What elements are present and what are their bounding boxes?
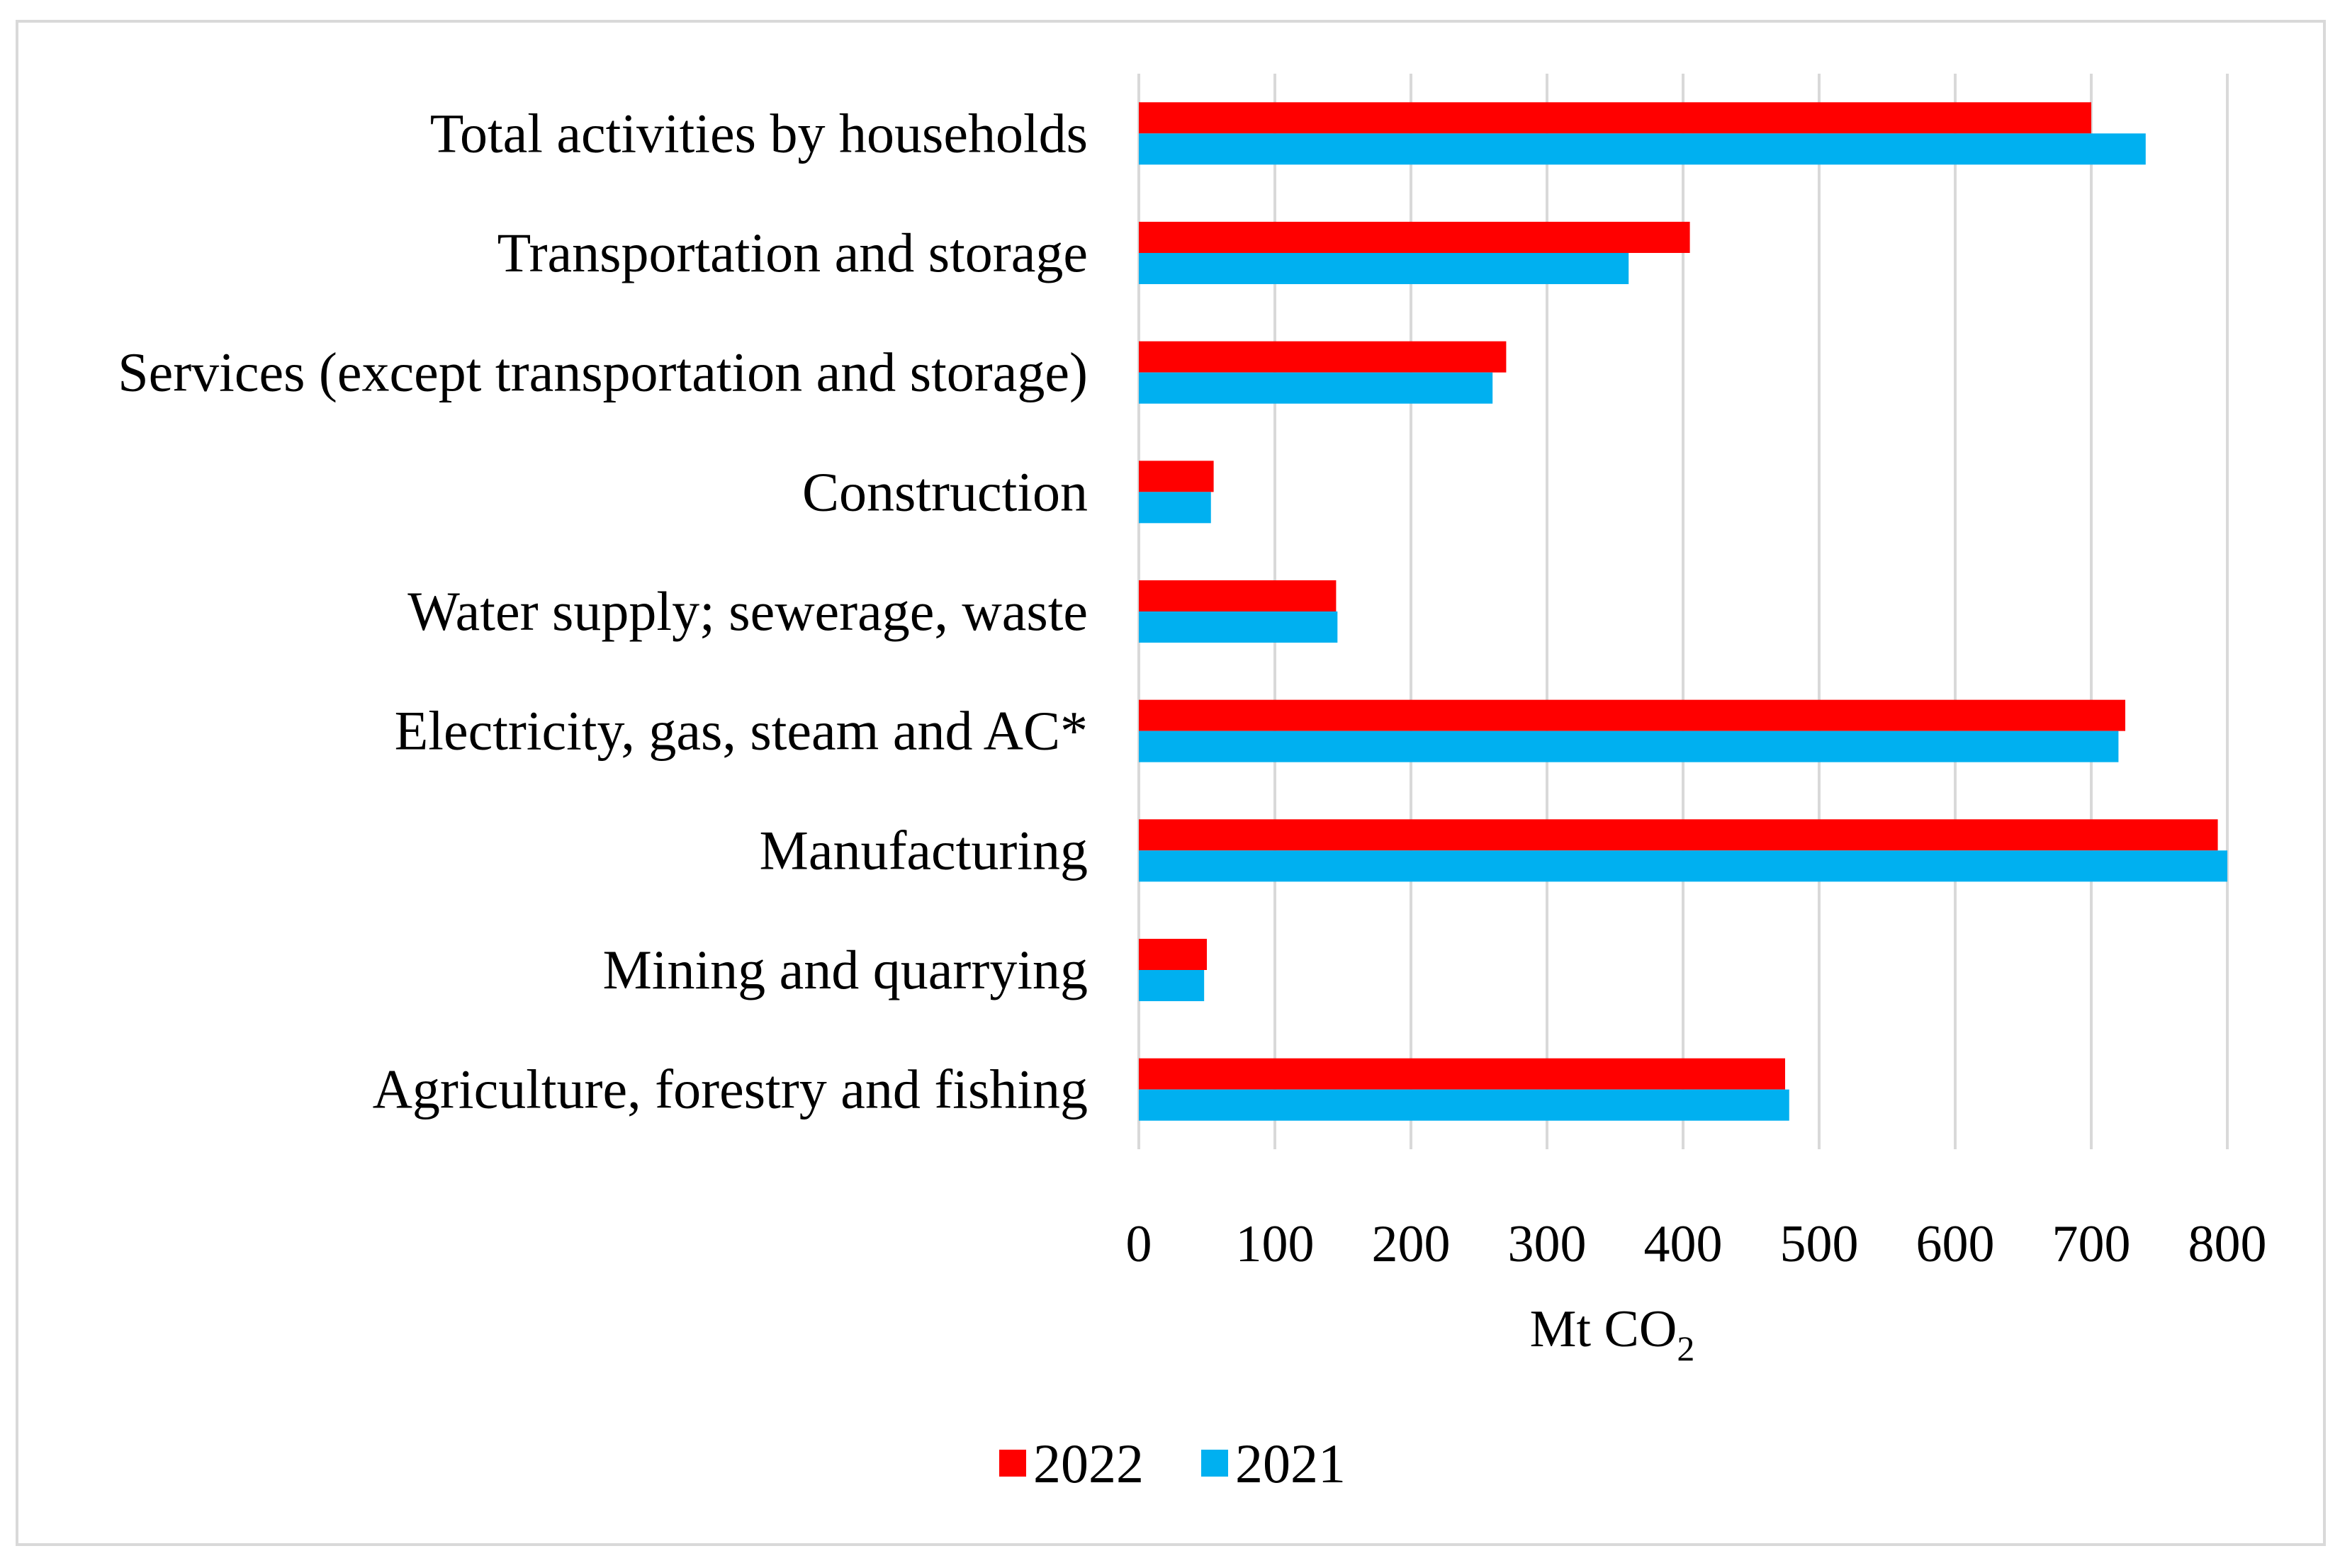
category-label-0: Agriculture, forestry and fishing [373, 1059, 1088, 1120]
category-label-1: Mining and quarrying [602, 939, 1088, 1000]
bars [1139, 102, 2227, 1121]
x-tick-label-200: 200 [1372, 1215, 1451, 1273]
bar-2021-3 [1139, 731, 2119, 762]
category-label-5: Construction [802, 461, 1088, 522]
x-tick-label-700: 700 [2052, 1215, 2131, 1273]
bar-2022-1 [1139, 939, 1207, 970]
x-tick-labels: 0 100 200 300 400 500 600 700 800 [1126, 1215, 2267, 1273]
x-tick-label-600: 600 [1916, 1215, 1995, 1273]
bar-2022-8 [1139, 102, 2091, 134]
category-label-3: Electricity, gas, steam and AC* [395, 700, 1088, 762]
x-tick-label-500: 500 [1780, 1215, 1859, 1273]
bar-2021-1 [1139, 970, 1205, 1001]
legend-label-2021: 2021 [1235, 1433, 1346, 1494]
x-axis-title-main: Mt CO [1530, 1300, 1677, 1358]
bar-2022-2 [1139, 819, 2218, 851]
category-label-4: Water supply; sewerage, waste [407, 580, 1088, 642]
bar-2022-3 [1139, 699, 2125, 731]
bar-2021-8 [1139, 133, 2146, 165]
category-label-7: Transportation and storage [497, 222, 1088, 283]
category-label-2: Manufacturing [759, 819, 1088, 881]
bar-2021-5 [1139, 492, 1211, 524]
legend-swatch-2022 [999, 1450, 1026, 1477]
bar-2021-6 [1139, 372, 1493, 404]
bar-2021-4 [1139, 611, 1338, 643]
legend-swatch-2021 [1201, 1450, 1228, 1477]
bar-2022-4 [1139, 580, 1337, 611]
x-tick-label-300: 300 [1508, 1215, 1587, 1273]
x-tick-label-100: 100 [1236, 1215, 1315, 1273]
bar-2022-6 [1139, 341, 1507, 373]
bar-2021-7 [1139, 253, 1629, 284]
category-label-6: Services (except transportation and stor… [118, 342, 1088, 403]
x-tick-label-800: 800 [2188, 1215, 2267, 1273]
bar-2022-7 [1139, 222, 1690, 253]
bar-2021-0 [1139, 1089, 1789, 1121]
category-labels: Agriculture, forestry and fishing Mining … [118, 102, 1088, 1119]
x-axis-title: Mt CO2 [1530, 1300, 1695, 1368]
legend: 2022 2021 [999, 1433, 1346, 1494]
x-axis-title-subscript: 2 [1677, 1329, 1694, 1368]
category-label-8: Total activities by households [430, 102, 1088, 164]
bar-2022-5 [1139, 461, 1214, 492]
bar-2022-0 [1139, 1058, 1785, 1090]
x-tick-label-400: 400 [1644, 1215, 1723, 1273]
bar-2021-2 [1139, 850, 2227, 882]
legend-label-2022: 2022 [1033, 1433, 1144, 1494]
x-tick-label-0: 0 [1126, 1215, 1152, 1273]
